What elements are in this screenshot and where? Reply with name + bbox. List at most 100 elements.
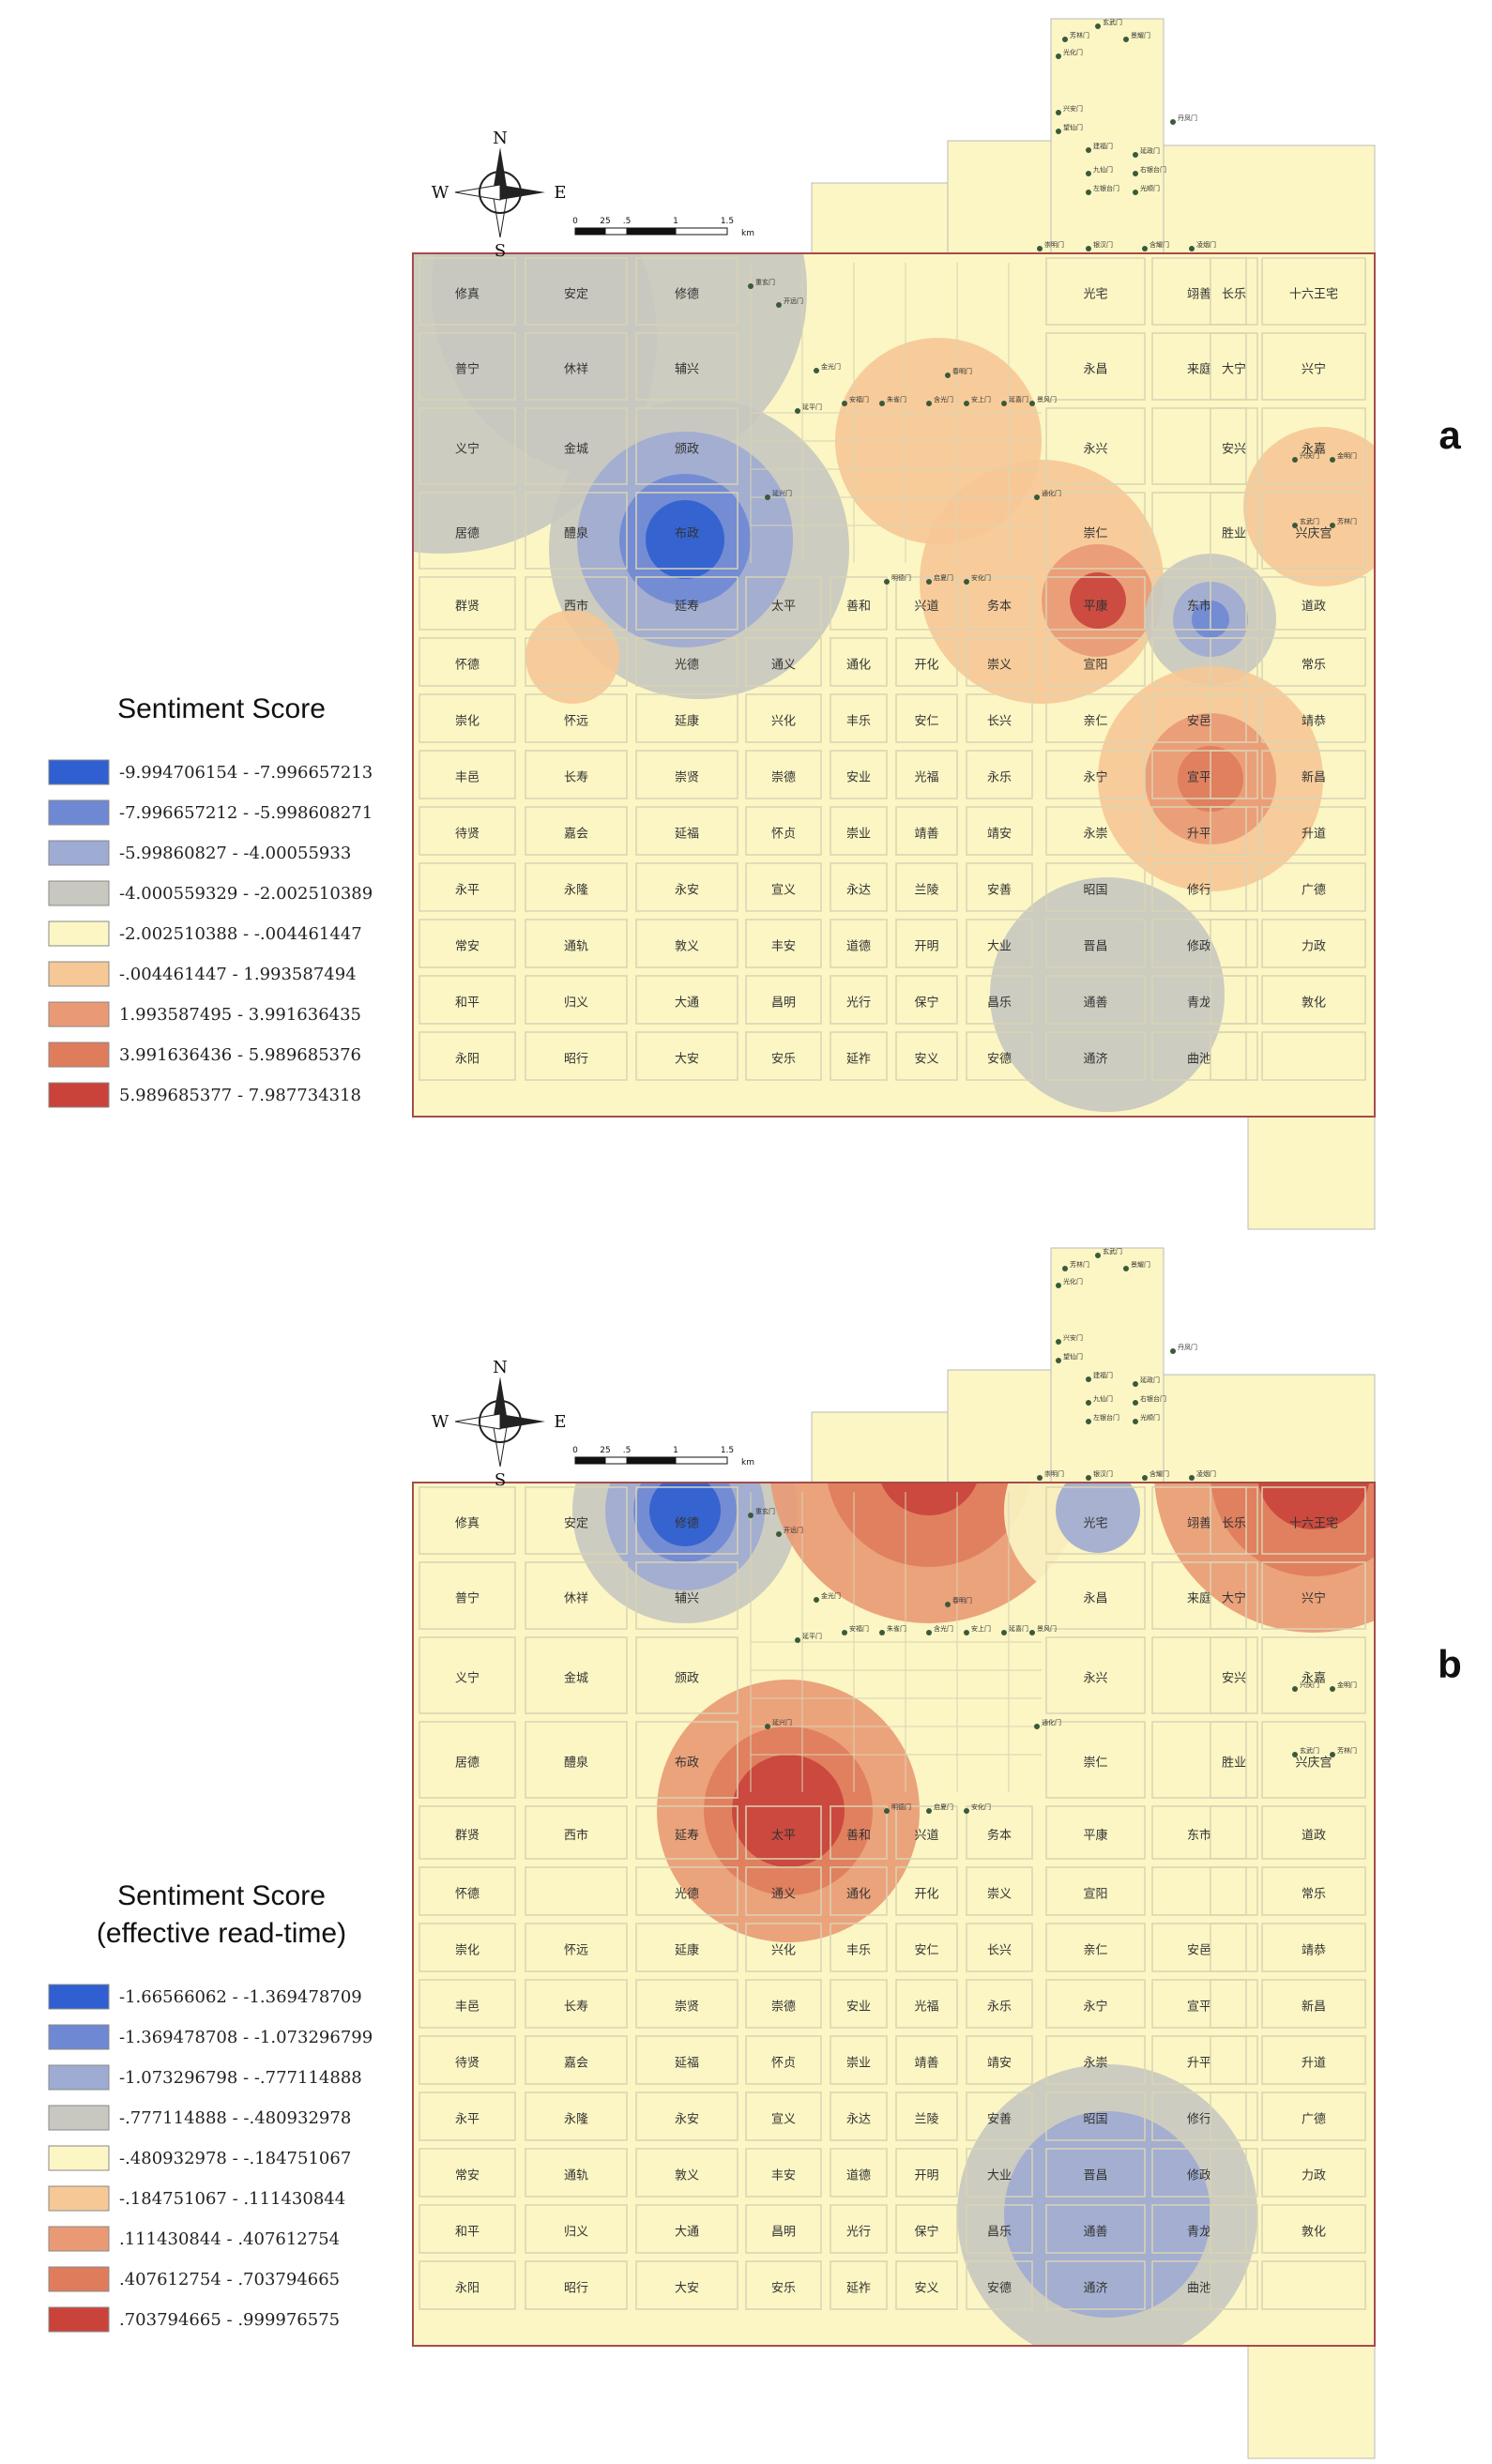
ward-label: 务本 <box>987 599 1012 614</box>
ward-block <box>419 407 516 485</box>
ward-label: 崇义 <box>987 1888 1012 1902</box>
legend-range: -.004461447 - 1.993587494 <box>119 965 357 984</box>
ward-label: 昌乐 <box>987 996 1012 1011</box>
ward-block <box>635 693 738 743</box>
ward-block <box>895 919 958 968</box>
ward-label: 延寿 <box>675 600 699 614</box>
gate-label: 凌烟门 <box>1196 240 1216 249</box>
ward-block <box>419 2204 516 2254</box>
gate-marker <box>1037 1475 1043 1481</box>
ward-label: 安邑 <box>1187 1944 1211 1958</box>
ward-label: 翊善 <box>1187 287 1211 302</box>
ward-block <box>1151 637 1247 687</box>
ward-label: 辅兴 <box>675 363 699 377</box>
ward-block <box>1045 1866 1146 1916</box>
ward-label: 兴庆宫 <box>1295 527 1332 541</box>
scale-segment <box>604 227 628 236</box>
needle-north <box>493 147 508 192</box>
ward-block <box>1210 750 1258 799</box>
ward-label: 晋昌 <box>1083 940 1107 954</box>
ward-label: 醴泉 <box>564 1756 588 1771</box>
ward-label: 兴宁 <box>1302 362 1326 377</box>
ward-block <box>830 975 888 1025</box>
ward-block <box>635 1866 738 1916</box>
gate-label: 春明门 <box>952 1596 972 1605</box>
ward-label: 长兴 <box>987 715 1012 729</box>
palace-west-area <box>947 140 1052 254</box>
gate-label: 开远门 <box>784 1526 803 1534</box>
gate-marker <box>1133 190 1138 195</box>
hotspot-9-ring-0 <box>1243 427 1375 586</box>
ward-label: 平康 <box>1083 1828 1107 1843</box>
ward-label: 升道 <box>1302 828 1326 842</box>
ward-label: 永乐 <box>987 771 1012 785</box>
gate-label: 延平门 <box>802 1632 822 1640</box>
compass-n: N <box>493 1358 508 1377</box>
ward-block <box>1151 2148 1247 2198</box>
compass-ring <box>479 171 522 214</box>
ward-block <box>895 2035 958 2085</box>
ward-label: 延康 <box>675 714 699 729</box>
ward-block <box>635 332 738 401</box>
scale-segment <box>604 1456 628 1465</box>
ward-block <box>1151 806 1247 856</box>
gate-label: 开远门 <box>784 297 803 305</box>
ward-label: 永兴 <box>1083 443 1107 457</box>
ward-block <box>1045 1923 1146 1972</box>
ward-label: 修真 <box>455 1517 480 1531</box>
legend-title: Sentiment Score <box>117 693 326 724</box>
ward-label: 安仁 <box>914 1944 938 1958</box>
legend-range: -1.369478708 - -1.073296799 <box>119 2028 373 2047</box>
needle-east <box>500 1414 545 1429</box>
ward-block <box>1045 492 1146 570</box>
gate-marker <box>1189 246 1195 251</box>
gate-marker <box>926 1808 932 1814</box>
ward-label: 常安 <box>455 940 480 954</box>
city-outline <box>412 1482 1376 2347</box>
ward-label: 通善 <box>1083 996 1107 1011</box>
ward-block <box>1210 1031 1258 1081</box>
scale-unit: km <box>741 229 754 238</box>
gate-label: 启夏门 <box>934 573 953 582</box>
ward-label: 安业 <box>846 771 871 785</box>
ward-block <box>419 1979 516 2029</box>
scale-tick: 1.5 <box>721 217 734 226</box>
ward-label: 普宁 <box>455 1591 480 1606</box>
ward-block <box>830 1031 888 1081</box>
gate-label: 芳林门 <box>1337 1746 1357 1755</box>
ward-label: 永嘉 <box>1302 1672 1326 1686</box>
panel-label: a <box>1439 413 1461 457</box>
ward-block <box>419 919 516 968</box>
ward-label: 广德 <box>1302 884 1326 898</box>
ward-label: 安乐 <box>771 1053 796 1067</box>
ward-block <box>635 492 738 570</box>
ward-label: 通义 <box>771 1888 796 1902</box>
gate-marker <box>795 1637 800 1643</box>
ward-block <box>1210 332 1258 401</box>
ward-block <box>1261 975 1366 1025</box>
ward-block <box>419 862 516 912</box>
gate-marker <box>1123 37 1129 42</box>
ward-block <box>1151 975 1247 1025</box>
ward-block <box>1210 1636 1258 1714</box>
ward-label: 延祚 <box>846 2281 871 2296</box>
ward-block <box>1045 975 1146 1025</box>
ward-label: 宣义 <box>771 2112 796 2127</box>
gate-label: 九仙门 <box>1093 1394 1113 1403</box>
gate-label: 丹凤门 <box>1178 1343 1197 1351</box>
ward-label: 曲池 <box>1187 2282 1211 2296</box>
ward-label: 敦化 <box>1302 2225 1326 2240</box>
ward-label: 光福 <box>914 2000 938 2015</box>
gate-label: 玄武门 <box>1300 517 1319 525</box>
ward-label: 崇义 <box>987 659 1012 673</box>
ward-block <box>895 1805 958 1860</box>
ward-block <box>635 1721 738 1799</box>
ward-block <box>525 2091 628 2141</box>
ward-block <box>419 1805 516 1860</box>
ward-block <box>1261 2260 1366 2310</box>
ward-block <box>830 806 888 856</box>
ward-block <box>1210 2260 1258 2310</box>
ward-label: 昌明 <box>771 2226 796 2240</box>
